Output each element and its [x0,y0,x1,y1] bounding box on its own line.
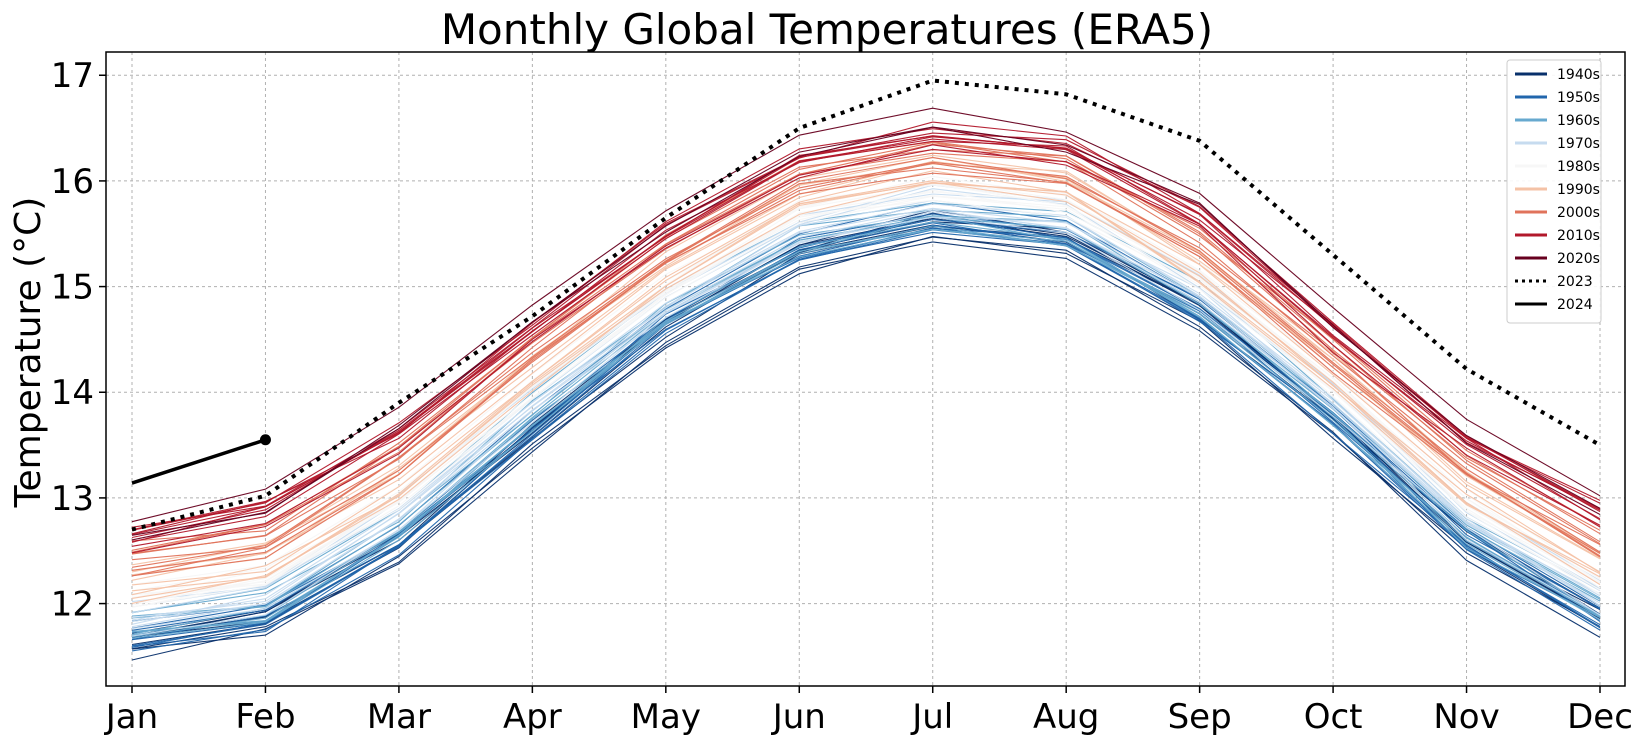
line-1970s-9 [131,216,1601,628]
line-1960s-0 [131,228,1601,639]
chart-title: Monthly Global Temperatures (ERA5) [441,5,1213,54]
line-1950s-1 [131,222,1601,640]
y-tick-label-15: 15 [51,268,94,308]
line-2020s-2 [131,107,1601,523]
legend-label-1950s: 1950s [1557,90,1600,106]
line-1980s-3 [131,184,1601,596]
line-1990s-7 [131,182,1601,592]
x-tick-label-dec: Dec [1567,697,1633,737]
y-tick-label-16: 16 [51,162,94,202]
highlight-lines [131,78,1601,532]
legend-label-2000s: 2000s [1557,205,1600,221]
line-2023 [131,78,1601,532]
line-1950s-9 [131,216,1601,633]
x-tick-label-jun: Jun [771,697,826,737]
line-1970s-6 [131,207,1601,622]
plot-frame [105,51,1626,687]
legend-label-2010s: 2010s [1557,228,1600,244]
x-tick-label-nov: Nov [1433,697,1499,737]
legend-label-1970s: 1970s [1557,136,1600,152]
line-1980s-9 [131,199,1601,604]
y-tick-label-14: 14 [51,373,94,413]
line-1940s-9 [131,235,1601,650]
x-tick-label-may: May [631,697,701,737]
line-2000s-0 [131,143,1601,555]
line-1980s-6 [131,183,1601,595]
legend-label-1960s: 1960s [1557,113,1600,129]
x-tick-label-oct: Oct [1304,697,1363,737]
line-2000s-2 [131,172,1601,577]
line-2010s-6 [131,140,1601,543]
line-2000s-5 [131,149,1601,551]
line-1990s-9 [131,154,1601,573]
legend: 1940s 1950s 1960s 1970s 1980s 1990s 2000s 2010s… [1506,59,1602,324]
y-axis-label: Temperature (°C) [8,197,49,509]
line-2000s-9 [131,142,1601,553]
x-tick-label-mar: Mar [367,697,431,737]
x-tick-label-aug: Aug [1033,697,1099,737]
line-2020s-0 [131,126,1601,536]
line-2010s-2 [131,144,1601,554]
y-tick-label-13: 13 [51,479,94,519]
line-2010s-9 [131,136,1601,543]
line-1980s-4 [131,195,1601,608]
line-2000s-7 [131,167,1601,571]
line-2020s-1 [131,126,1601,541]
y-axis-ticks: 12 13 14 15 16 17 [51,56,106,625]
y-tick-label-17: 17 [51,56,94,96]
line-2000s-8 [131,161,1601,568]
line-1990s-6 [131,170,1601,586]
legend-label-2023: 2023 [1557,274,1593,290]
legend-label-1940s: 1940s [1557,67,1600,83]
grid [106,52,1625,686]
x-tick-label-jul: Jul [910,697,953,737]
marker-2024-last [259,434,271,446]
line-1970s-5 [131,203,1601,625]
legend-label-2024: 2024 [1557,297,1593,313]
x-tick-label-apr: Apr [503,697,562,737]
x-tick-label-sep: Sep [1168,697,1232,737]
line-2000s-4 [131,162,1601,577]
line-2000s-1 [131,157,1601,561]
line-1960s-9 [131,216,1601,635]
x-tick-label-jan: Jan [104,697,158,737]
plot-lines [131,107,1601,661]
line-2024 [131,438,267,485]
x-axis-ticks: Jan Feb Mar Apr May Jun Jul Aug Sep Oct Nov Dec [104,686,1633,737]
legend-label-1980s: 1980s [1557,159,1600,175]
legend-label-2020s: 2020s [1557,251,1600,267]
legend-label-1990s: 1990s [1557,182,1600,198]
line-1960s-8 [131,225,1601,632]
line-1970s-7 [131,199,1601,619]
x-tick-label-feb: Feb [235,697,295,737]
line-2010s-5 [131,148,1601,547]
y-tick-label-12: 12 [51,585,94,625]
line-1990s-5 [131,182,1601,599]
